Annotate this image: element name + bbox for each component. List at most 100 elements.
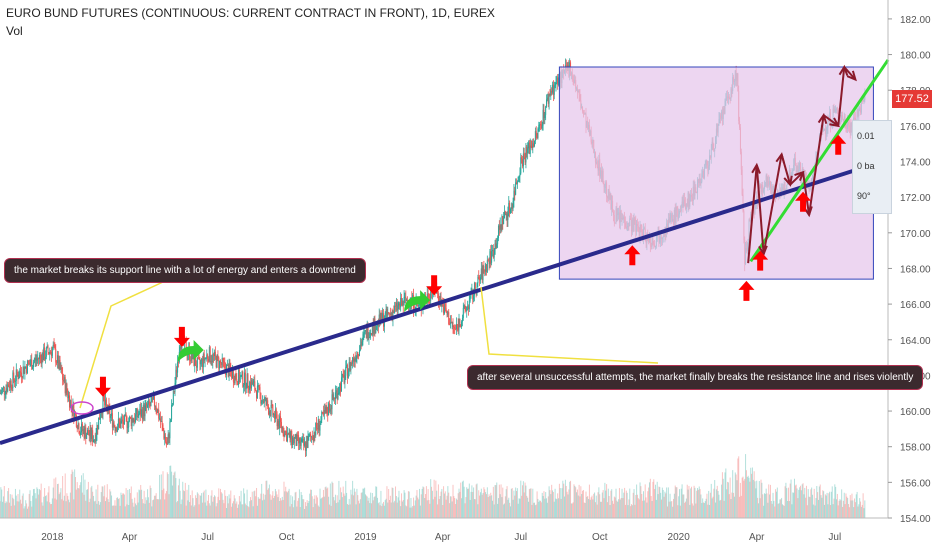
volume-bar	[409, 507, 411, 518]
volume-bar	[570, 480, 572, 518]
volume-bar	[523, 492, 525, 518]
candle-body	[417, 304, 419, 307]
volume-bar	[827, 504, 829, 518]
candle-body	[50, 351, 52, 356]
candle-body	[557, 77, 559, 85]
volume-bar	[633, 489, 635, 518]
volume-bar	[141, 499, 143, 518]
volume-bar	[558, 483, 560, 518]
volume-bar	[604, 482, 606, 518]
volume-bar	[62, 476, 64, 518]
volume-bar	[623, 492, 625, 518]
volume-bar	[648, 482, 650, 518]
candle-body	[286, 431, 288, 442]
volume-bar	[2, 501, 4, 518]
candle-body	[135, 414, 137, 422]
volume-bar	[727, 481, 729, 518]
candle-body	[407, 300, 409, 302]
candle-body	[534, 131, 536, 141]
candle-body	[105, 399, 107, 406]
volume-bar	[504, 496, 506, 518]
candle-body	[39, 355, 41, 357]
volume-bar	[252, 506, 254, 518]
volume-bar	[279, 500, 281, 518]
candle-body	[171, 404, 173, 406]
candle-body	[7, 384, 9, 392]
volume-bar	[533, 502, 535, 518]
candle-body	[502, 216, 504, 224]
candle-body	[122, 419, 124, 422]
volume-bar	[194, 505, 196, 518]
volume-bar	[860, 506, 862, 518]
candle-body	[400, 297, 402, 308]
volume-bar	[99, 504, 101, 518]
candle-body	[449, 324, 451, 326]
volume-bar	[387, 502, 389, 518]
candle-body	[399, 303, 401, 308]
volume-bar	[402, 500, 404, 518]
volume-bar	[249, 501, 251, 518]
candle-body	[310, 436, 312, 438]
volume-bar	[429, 503, 431, 518]
measure-tool-panel[interactable]: 0.01 0 ba 90°	[852, 120, 892, 214]
volume-bar	[8, 488, 10, 518]
volume-bar	[451, 501, 453, 518]
candle-body	[430, 291, 432, 301]
volume-bar	[5, 501, 7, 518]
candle-body	[382, 313, 384, 322]
candle-body	[150, 401, 152, 407]
volume-bar	[443, 493, 445, 518]
candle-body	[171, 405, 173, 420]
volume-bar	[798, 489, 800, 518]
candle-body	[332, 394, 334, 400]
candle-body	[289, 432, 291, 440]
candle-body	[276, 414, 278, 427]
volume-bar	[563, 483, 565, 518]
candle-body	[240, 375, 242, 377]
candle-body	[515, 182, 517, 185]
candle-body	[343, 375, 345, 383]
volume-bar	[275, 491, 277, 518]
candle-body	[291, 430, 293, 445]
volume-bar	[192, 498, 194, 518]
volume-bar	[465, 497, 467, 518]
volume-bar	[449, 496, 451, 518]
callout-leaders	[70, 281, 659, 415]
volume-bar	[444, 491, 446, 518]
y-tick-label: 180.00	[900, 51, 931, 62]
volume-bar	[733, 492, 735, 518]
candle-body	[212, 354, 214, 362]
candle-body	[383, 320, 385, 327]
volume-bar	[564, 479, 566, 518]
y-tick-label: 174.00	[900, 158, 931, 169]
candle-body	[46, 346, 48, 348]
candle-body	[244, 372, 246, 386]
volume-bar	[143, 490, 145, 518]
volume-bar	[195, 495, 197, 518]
volume-bar	[209, 505, 211, 518]
candle-body	[252, 382, 254, 385]
volume-bar	[863, 508, 865, 518]
candle-body	[34, 357, 36, 361]
candle-body	[219, 360, 221, 369]
candle-body	[492, 249, 494, 258]
candle-body	[92, 430, 94, 443]
volume-bar	[436, 490, 438, 518]
volume-bar	[183, 490, 185, 518]
candle-body	[467, 306, 469, 310]
volume-bar	[775, 489, 777, 518]
candle-body	[222, 357, 224, 362]
volume-bar	[72, 471, 74, 518]
volume-bar	[672, 506, 674, 518]
volume-bar	[394, 500, 396, 518]
candle-body	[320, 420, 322, 425]
volume-bar	[286, 491, 288, 518]
volume-bar	[605, 490, 607, 518]
volume-bar	[164, 499, 166, 518]
volume-bar	[70, 474, 72, 518]
volume-bar	[385, 498, 387, 518]
volume-bar	[561, 488, 563, 518]
volume-bar	[484, 489, 486, 518]
candle-body	[28, 362, 30, 365]
